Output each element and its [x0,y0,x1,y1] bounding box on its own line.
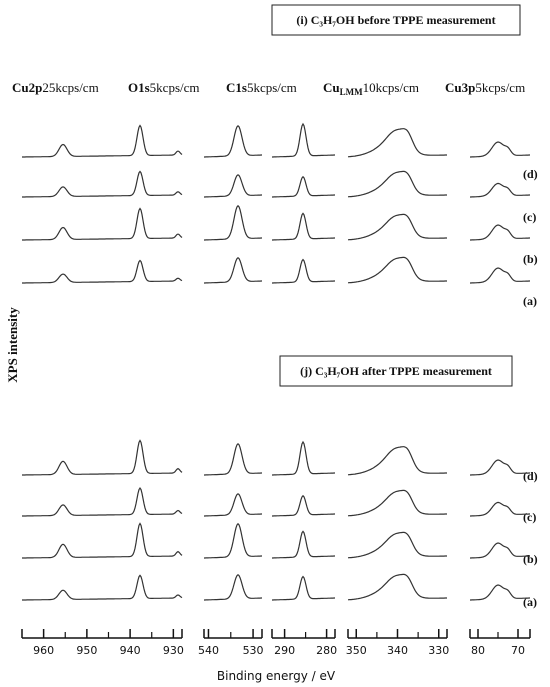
header-scale: 5kcps/cm [475,80,525,95]
x-tick-label: 80 [471,644,485,657]
spectrum [22,170,183,198]
spectrum [272,575,335,601]
row-label: (b) [523,552,538,566]
x-tick-label: 950 [76,644,97,657]
spectrum [22,574,183,601]
row-label: (a) [523,595,537,609]
x-tick-label: 290 [274,644,295,657]
x-tick-label: 340 [387,644,408,657]
spectrum [272,122,335,158]
spectrum [204,257,262,284]
header-element: Cu2p [12,80,42,95]
column-header: C1s5kcps/cm [226,80,297,95]
row-label: (c) [523,210,536,224]
spectrum [347,256,447,284]
column-header: O1s5kcps/cm [128,80,200,95]
x-tick-label: 540 [198,644,219,657]
spectrum [272,212,335,241]
spectrum [22,439,183,476]
x-tick-label: 70 [511,644,525,657]
spectrum [470,182,530,198]
spectrum [347,170,447,198]
header-scale: 5kcps/cm [150,80,200,95]
row-label: (b) [523,252,538,266]
x-tick-label: 280 [316,644,337,657]
spectrum [272,494,335,517]
spectrum [22,124,183,158]
header-element: C1s [226,80,247,95]
y-axis-label: XPS intensity [5,307,20,383]
spectrum [470,501,530,517]
panel-title-box [271,4,521,36]
spectrum [22,522,183,559]
spectrum [272,175,335,198]
spectrum [204,442,262,476]
column-header: Cu2p25kcps/cm [12,80,99,95]
x-tick-label: 330 [428,644,449,657]
spectrum [347,531,447,559]
spectrum [204,522,262,559]
spectrum [470,584,530,601]
header-scale: 10kcps/cm [363,80,419,95]
x-tick-label: 930 [163,644,184,657]
spectrum [204,174,262,198]
spectrum [22,487,183,517]
panel-title: (j) C₃H₇OH after TPPE measurement [300,364,492,378]
header-element: Cu [323,80,340,95]
header-subscript: LMM [340,87,363,97]
row-label: (c) [523,510,536,524]
spectrum [272,440,335,476]
spectrum [470,224,530,241]
spectrum [470,542,530,559]
x-tick-label: 960 [33,644,54,657]
spectrum [347,573,447,601]
spectrum [470,267,530,284]
column-header: CuLMM10kcps/cm [323,80,419,97]
x-tick-label: 530 [243,644,264,657]
spectrum [347,128,447,158]
header-element: O1s [128,80,150,95]
spectrum [347,446,447,476]
spectrum [347,489,447,517]
panel-title-box [279,355,513,387]
spectrum [272,258,335,284]
x-axis-label: Binding energy / eV [217,669,336,683]
spectrum [204,204,262,241]
spectrum [470,459,530,476]
spectrum [470,141,530,158]
row-label: (d) [523,167,538,181]
spectrum [204,493,262,517]
x-tick-label: 350 [346,644,367,657]
row-label: (a) [523,294,537,308]
column-header: Cu3p5kcps/cm [445,80,525,95]
spectrum [204,124,262,158]
spectrum [22,207,183,241]
spectrum [204,574,262,601]
header-element: Cu3p [445,80,475,95]
spectrum [347,213,447,241]
row-label: (d) [523,469,538,483]
panel-title: (i) C₃H₇OH before TPPE measurement [296,13,495,27]
x-tick-label: 940 [120,644,141,657]
header-scale: 5kcps/cm [247,80,297,95]
header-scale: 25kcps/cm [42,80,98,95]
spectrum [272,530,335,559]
spectrum [22,259,183,284]
